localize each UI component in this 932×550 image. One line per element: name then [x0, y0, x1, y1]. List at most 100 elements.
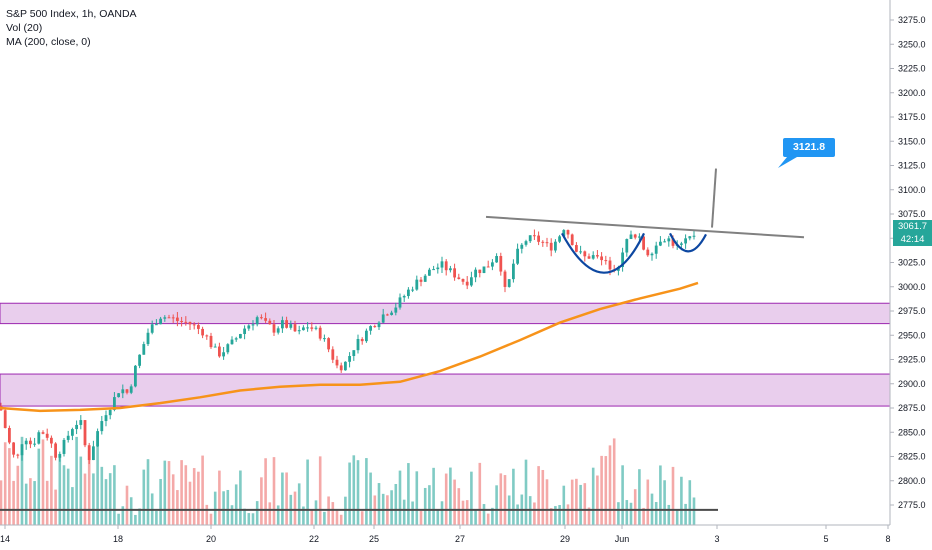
volume-bar — [33, 481, 36, 525]
candle-body — [520, 244, 524, 249]
pattern-drawings — [0, 157, 805, 511]
candle-body — [436, 267, 440, 270]
candle-body — [260, 317, 263, 319]
volume-bar — [369, 472, 372, 525]
candle-body — [600, 256, 603, 261]
volume-bar — [675, 509, 679, 525]
volume-bar — [125, 485, 129, 525]
candle-body — [251, 324, 255, 326]
candle-body — [222, 352, 225, 357]
support-zones — [0, 302, 891, 407]
candle-body — [398, 297, 402, 308]
candle-body — [3, 410, 7, 428]
volume-bar — [617, 502, 620, 525]
candle-body — [503, 271, 507, 287]
volume-bar — [457, 488, 461, 525]
candle-body — [516, 248, 519, 264]
volume-bar — [138, 508, 141, 525]
volume-bar — [495, 485, 498, 525]
volume-bar — [667, 504, 671, 525]
current-price-badge: 3061.7 42:14 — [893, 220, 932, 246]
candle-body — [146, 332, 150, 345]
volume-bar — [297, 483, 301, 525]
volume-bar — [512, 468, 515, 525]
volume-bar — [533, 502, 536, 525]
candle-body — [356, 338, 360, 351]
target-callout[interactable]: 3121.8 — [783, 138, 835, 157]
candle-body — [285, 320, 288, 328]
volume-bar — [104, 479, 108, 525]
candle-body — [264, 318, 267, 321]
symbol-title[interactable]: S&P 500 Index, 1h, OANDA — [6, 8, 137, 20]
candle-body — [327, 338, 330, 350]
candle-body — [381, 314, 385, 323]
volume-bar — [188, 481, 192, 525]
volume-bar — [671, 466, 675, 525]
volume-bar — [633, 489, 637, 525]
volume-bar — [499, 473, 503, 525]
ma-indicator-label[interactable]: MA (200, close, 0) — [6, 36, 91, 48]
candle-body — [428, 269, 431, 276]
price-zone — [0, 373, 891, 407]
volume-bar — [50, 455, 53, 525]
time-tick-label: 20 — [206, 534, 216, 544]
candle-body — [528, 235, 532, 242]
volume-bar — [142, 469, 146, 525]
candle-body — [163, 317, 167, 319]
volume-bar — [554, 506, 557, 525]
candle-body — [499, 256, 503, 272]
candle-body — [209, 335, 213, 348]
time-tick-label: 29 — [560, 534, 570, 544]
price-tick-label: 2925.0 — [898, 355, 926, 365]
volume-bar — [62, 465, 66, 525]
candle-body — [566, 230, 570, 235]
price-tick-label: 2775.0 — [898, 500, 926, 510]
volume-bar — [545, 479, 549, 525]
candle-body — [671, 238, 675, 246]
volume-bar — [272, 457, 276, 525]
volume-bar — [171, 474, 175, 525]
candle-body — [642, 236, 645, 250]
volume-bar — [394, 484, 398, 525]
volume-bar — [503, 475, 507, 525]
volume-bar — [339, 514, 343, 525]
candle-body — [570, 234, 574, 246]
candle-body — [125, 389, 129, 393]
candle-body — [423, 275, 427, 282]
candle-body — [465, 281, 469, 286]
volume-bar — [146, 459, 150, 525]
volume-bar — [398, 470, 402, 525]
volume-bar — [293, 491, 297, 525]
volume-bar — [537, 466, 540, 525]
volume-bar — [113, 465, 116, 525]
candle-body — [171, 317, 175, 319]
volume-bar — [264, 458, 267, 525]
candle-body — [117, 393, 120, 398]
volume-bar — [407, 463, 410, 525]
volume-bar — [129, 497, 133, 525]
candle-body — [289, 324, 293, 328]
volume-bar — [423, 487, 427, 525]
price-tick-label: 2850.0 — [898, 427, 926, 437]
candle-body — [495, 256, 498, 263]
price-tick-label: 3200.0 — [898, 88, 926, 98]
volume-bar — [167, 461, 171, 525]
volume-bar — [474, 509, 477, 525]
candle-body — [491, 262, 494, 267]
volume-bar — [121, 506, 125, 525]
candle-body — [226, 344, 230, 353]
candle-body — [45, 433, 49, 438]
price-tick-label: 2875.0 — [898, 403, 926, 413]
candle-body — [478, 269, 482, 274]
volume-bar — [570, 479, 574, 525]
volume-bar — [432, 467, 435, 525]
volume-bar — [243, 508, 246, 525]
volume-indicator-label[interactable]: Vol (20) — [6, 22, 43, 34]
candle-body — [234, 338, 238, 340]
breakout-projection-line — [711, 168, 717, 228]
candle-body — [12, 442, 15, 455]
price-tick-label: 2800.0 — [898, 476, 926, 486]
volume-bar — [562, 485, 566, 525]
candle-body — [667, 238, 671, 242]
